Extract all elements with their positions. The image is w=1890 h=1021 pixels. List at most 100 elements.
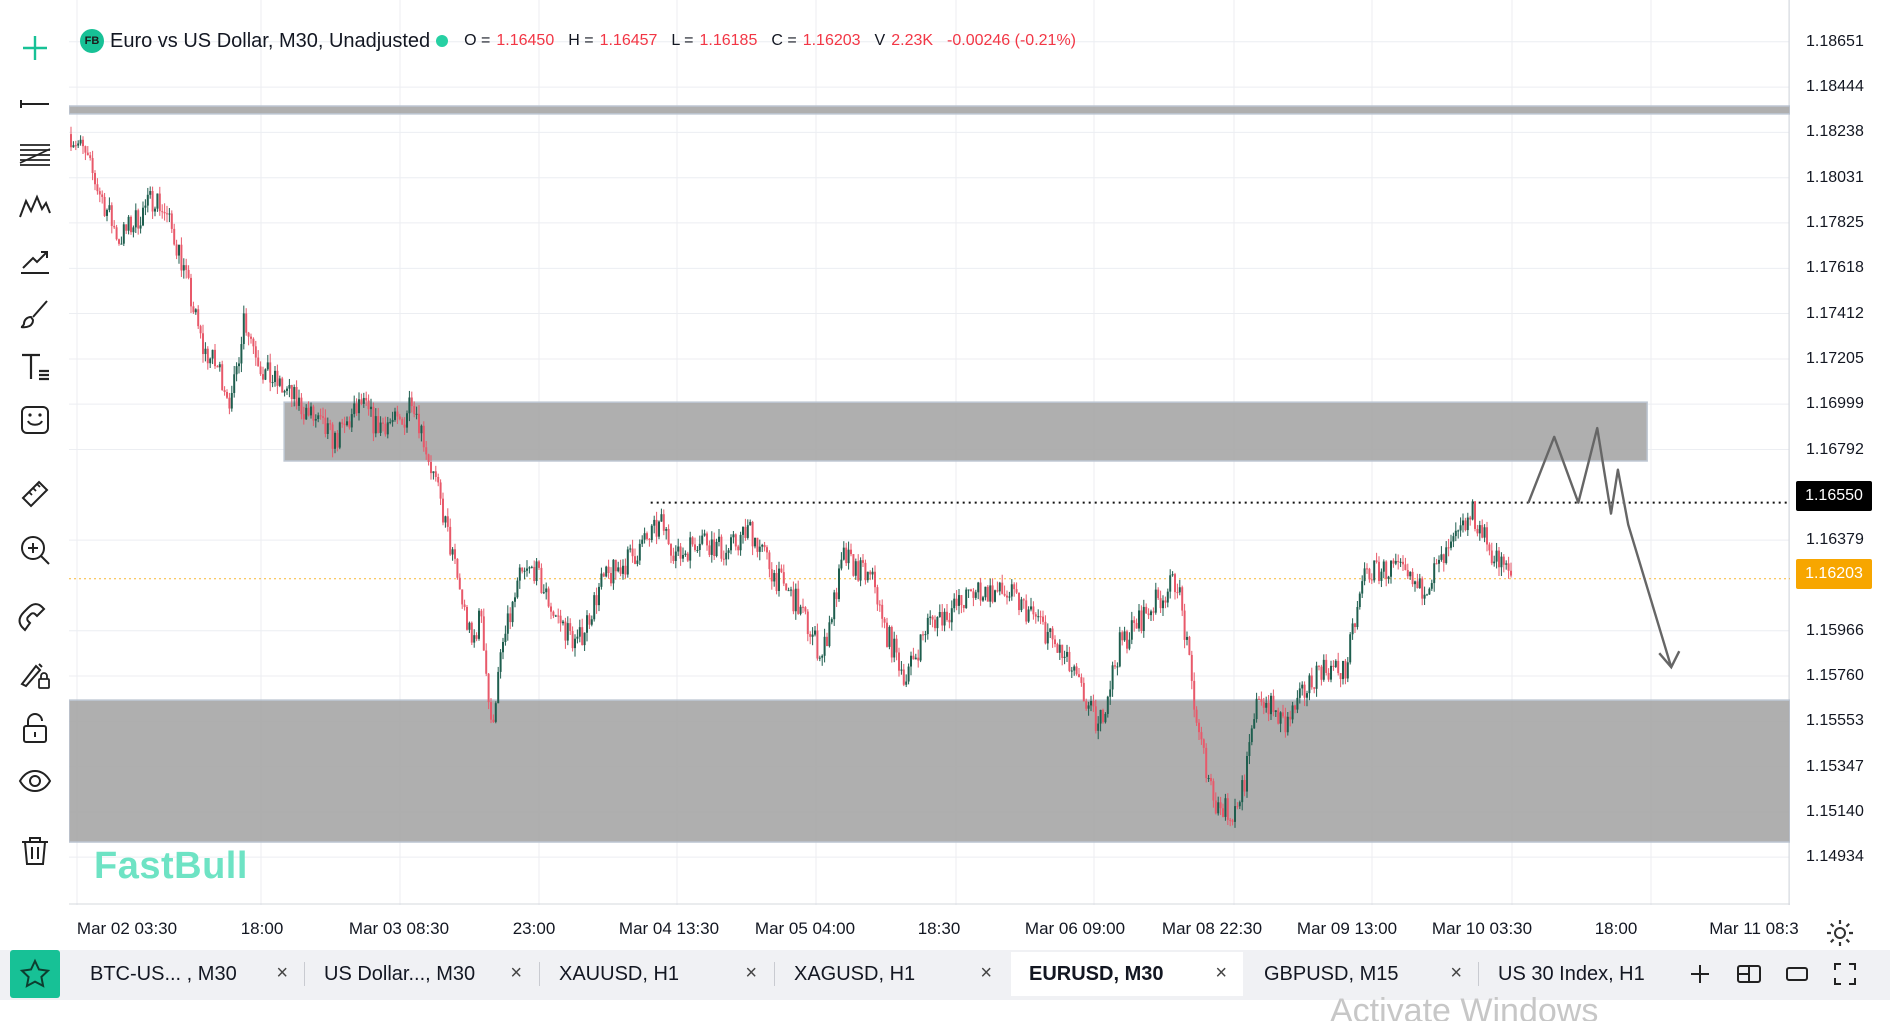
tab-btc-us[interactable]: BTC-US... , M30 × <box>72 952 304 996</box>
candle <box>79 135 82 146</box>
unlock-icon[interactable] <box>11 706 59 750</box>
candle <box>1039 610 1042 625</box>
brush-icon[interactable] <box>11 292 59 336</box>
candle-body <box>986 586 989 602</box>
crosshair-icon[interactable] <box>11 26 59 70</box>
candle-body <box>1423 594 1426 599</box>
candle <box>1198 719 1200 741</box>
candle <box>1034 612 1037 624</box>
candle-body <box>1294 705 1296 710</box>
tab-us30[interactable]: US 30 Index, H1 <box>1480 952 1680 996</box>
tab-xauusd[interactable]: XAUUSD, H1 × <box>541 952 773 996</box>
chart-canvas[interactable] <box>69 0 1790 905</box>
candle <box>590 615 593 627</box>
candle-body <box>190 277 192 307</box>
last-price-marker: 1.16203 <box>1796 559 1872 589</box>
candle-body <box>408 397 411 414</box>
tab-close-icon[interactable]: × <box>1215 962 1227 984</box>
candle <box>617 561 620 573</box>
tab-xagusd[interactable]: XAGUSD, H1 × <box>776 952 1008 996</box>
fullscreen-icon[interactable] <box>1827 956 1863 992</box>
candle-body <box>1123 631 1126 641</box>
candle-body <box>1250 728 1253 743</box>
candle <box>775 564 778 595</box>
candle-body <box>331 424 334 449</box>
candle <box>206 346 209 370</box>
candle <box>1402 555 1404 572</box>
candle <box>175 239 178 260</box>
gear-icon[interactable] <box>1824 917 1856 949</box>
eye-icon[interactable] <box>11 759 59 803</box>
price-chart[interactable] <box>69 0 1790 905</box>
price-tick-label: 1.16379 <box>1806 531 1864 549</box>
candle <box>727 548 730 560</box>
tab-gbpusd[interactable]: GBPUSD, M15 × <box>1246 952 1478 996</box>
candle <box>468 621 471 634</box>
pattern-icon[interactable] <box>11 185 59 229</box>
candle-body <box>526 568 528 571</box>
candle-body <box>941 612 944 626</box>
candle <box>703 529 706 537</box>
candle <box>168 208 171 223</box>
candle-body <box>1159 598 1162 609</box>
tab-close-icon[interactable]: × <box>276 962 288 984</box>
candle-body <box>1385 561 1388 579</box>
candle <box>581 618 584 646</box>
candle-body <box>494 703 497 722</box>
symbol-title[interactable]: Euro vs US Dollar, M30, Unadjusted <box>110 29 431 52</box>
candle-body <box>818 657 821 659</box>
tab-close-icon[interactable]: × <box>1450 962 1462 984</box>
window-icon[interactable] <box>1779 956 1815 992</box>
candle-body <box>158 193 161 212</box>
candle-body <box>1265 703 1268 708</box>
candle-body <box>1406 570 1409 577</box>
horizontal-line-icon[interactable] <box>11 78 59 122</box>
tab-close-icon[interactable]: × <box>980 962 992 984</box>
candle <box>1339 673 1342 688</box>
candle <box>158 186 161 216</box>
candle <box>730 534 732 555</box>
tab-close-icon[interactable]: × <box>510 962 522 984</box>
text-icon[interactable] <box>11 345 59 389</box>
candle <box>1262 697 1265 715</box>
emoji-icon[interactable] <box>11 398 59 442</box>
candle <box>245 308 248 336</box>
candle <box>329 419 332 431</box>
tab-eurusd[interactable]: EURUSD, M30 × <box>1011 952 1243 996</box>
trash-icon[interactable] <box>11 829 59 873</box>
zoom-in-icon[interactable] <box>11 528 59 572</box>
candle <box>305 404 308 420</box>
candle-body <box>1090 700 1092 706</box>
magnet-icon[interactable] <box>11 598 59 642</box>
add-tab-icon[interactable] <box>1682 956 1718 992</box>
favorites-button[interactable] <box>10 950 60 998</box>
candle <box>350 408 353 433</box>
candle-body <box>946 611 948 620</box>
candle <box>977 581 980 600</box>
candle-body <box>338 422 341 448</box>
candle-body <box>631 548 634 557</box>
candle <box>785 583 788 591</box>
candle <box>1406 563 1409 580</box>
candle-body <box>1270 695 1272 715</box>
time-axis[interactable]: Mar 02 03:30 18:00 Mar 03 08:30 23:00 Mar 04… <box>69 905 1799 955</box>
candle-body <box>859 560 862 581</box>
candle <box>492 714 495 724</box>
candle <box>113 220 116 229</box>
candle-body <box>814 630 816 635</box>
ruler-icon[interactable] <box>11 472 59 516</box>
candle-body <box>718 536 720 542</box>
tab-us-dollar[interactable]: US Dollar..., M30 × <box>306 952 538 996</box>
lock-drawings-icon[interactable] <box>11 652 59 696</box>
projection-icon[interactable] <box>11 239 59 283</box>
candle <box>101 190 104 204</box>
tab-close-icon[interactable]: × <box>745 962 757 984</box>
layout-icon[interactable] <box>1731 956 1767 992</box>
fib-channel-icon[interactable] <box>11 132 59 176</box>
candle <box>1358 591 1361 610</box>
price-axis[interactable]: 1.18651 1.18444 1.18238 1.18031 1.17825 1.176… <box>1790 0 1890 905</box>
candle <box>1356 600 1359 630</box>
candle-body <box>437 476 440 483</box>
candle-body <box>293 387 296 399</box>
candle-body <box>1260 698 1263 703</box>
